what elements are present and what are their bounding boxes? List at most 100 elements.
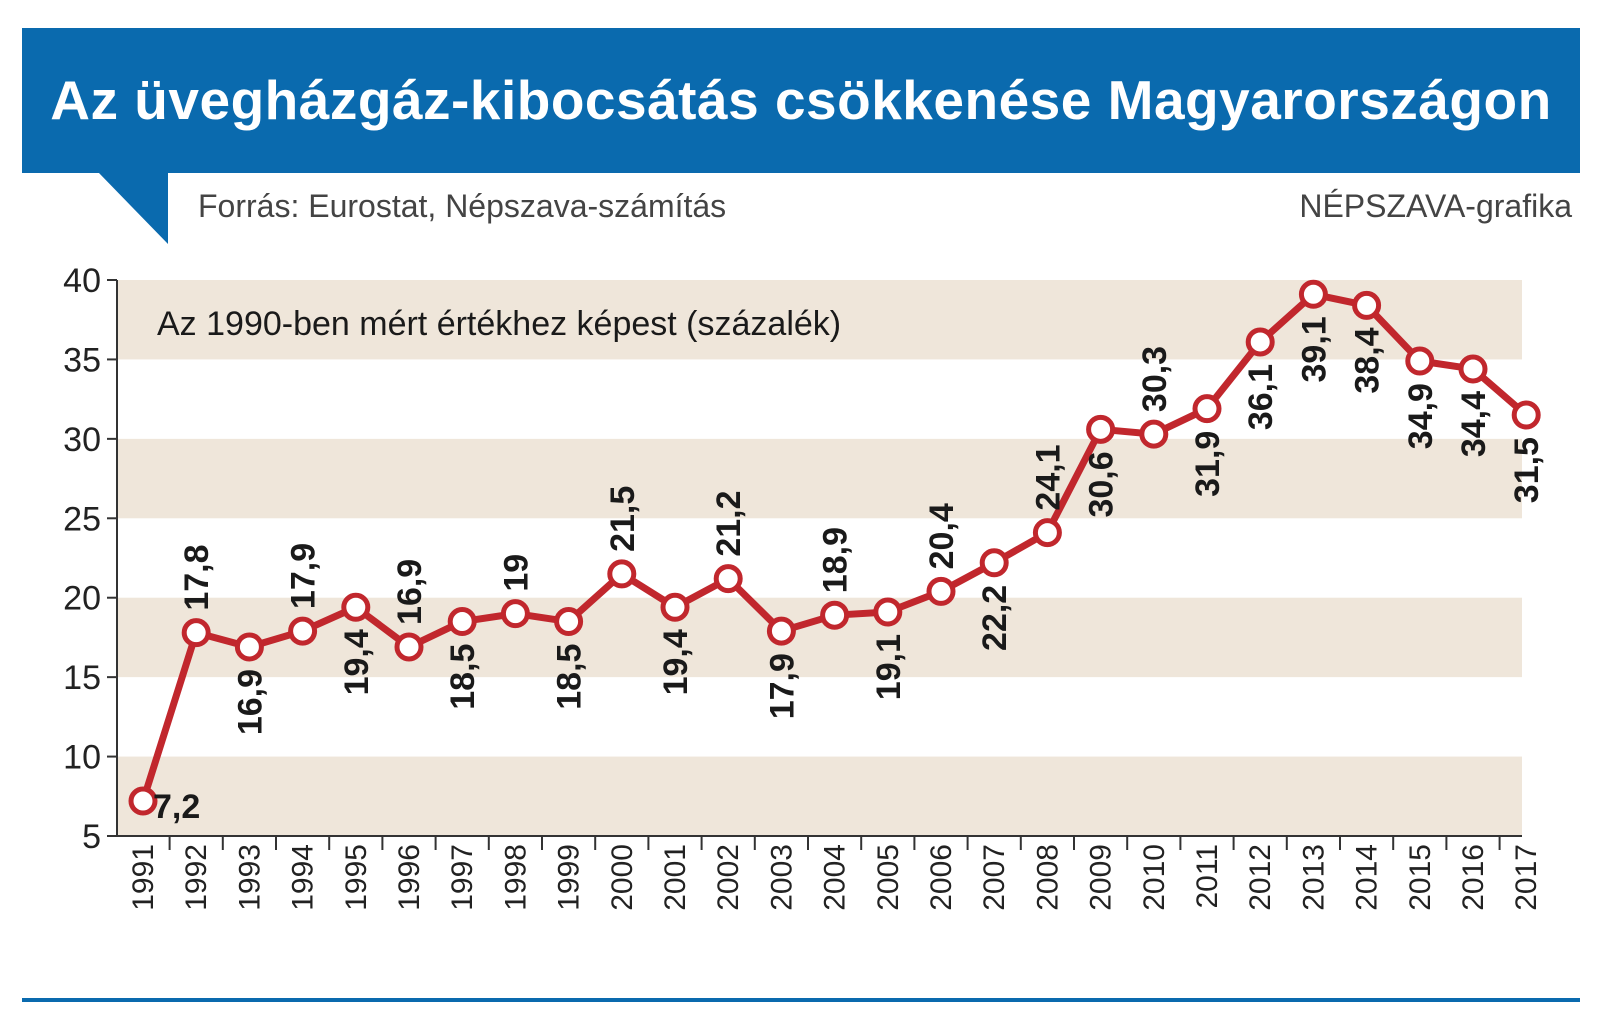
graphic-credit: NÉPSZAVA-grafika (1299, 188, 1572, 224)
tick-labels: 5 10 15 20 25 30 35 40 1991 1992 1993 1994 1995 1996 1… (63, 262, 1543, 911)
data-label-2001: 19,4 (657, 629, 695, 695)
data-label-1991: 7,2 (153, 788, 200, 826)
x-tick-label: 2004 (819, 844, 852, 911)
x-tick-label: 2005 (872, 844, 905, 911)
data-point-2004 (820, 600, 850, 630)
chart-subtitle: Az 1990-ben mért értékhez képest (százal… (157, 305, 841, 343)
band-25-30 (117, 438, 1522, 519)
data-label-1998: 19 (497, 554, 535, 592)
x-tick-label: 2000 (606, 844, 639, 911)
x-tick-label: 2016 (1457, 844, 1490, 911)
x-tick-label: 2015 (1404, 844, 1437, 911)
data-label-1993: 16,9 (231, 669, 269, 735)
data-point-1992 (181, 618, 211, 648)
bottom-rule (22, 998, 1580, 1002)
data-label-2011: 31,9 (1189, 431, 1227, 497)
data-point-2009 (1086, 414, 1116, 444)
data-point-2015 (1405, 346, 1435, 376)
data-label-2007: 22,2 (976, 585, 1014, 651)
x-tick-label: 1999 (553, 844, 586, 911)
data-label-1999: 18,5 (551, 644, 589, 710)
data-point-1994 (288, 616, 318, 646)
data-point-1993 (234, 632, 264, 662)
y-tick-label: 20 (63, 580, 101, 618)
data-point-2002 (713, 564, 743, 594)
x-tick-label: 1997 (446, 844, 479, 911)
y-tick-label: 40 (63, 262, 101, 300)
data-point-2017 (1511, 400, 1541, 430)
data-label-1996: 16,9 (391, 559, 429, 625)
x-tick-label: 2012 (1244, 844, 1277, 911)
data-label-2004: 18,9 (817, 527, 855, 593)
x-tick-label: 1998 (499, 844, 532, 911)
x-tick-label: 2006 (925, 844, 958, 911)
data-point-2006 (926, 576, 956, 606)
x-tick-label: 2003 (765, 844, 798, 911)
data-point-1999 (554, 607, 584, 637)
data-label-2002: 21,2 (710, 490, 748, 556)
x-tick-label: 1996 (393, 844, 426, 911)
data-label-2017: 31,5 (1508, 437, 1546, 503)
axes (107, 279, 1522, 850)
data-point-1991 (128, 786, 158, 816)
data-point-2001 (660, 592, 690, 622)
x-tick-label: 2008 (1031, 844, 1064, 911)
x-tick-label: 1991 (127, 844, 160, 911)
data-label-1997: 18,5 (444, 644, 482, 710)
data-label-2015: 34,9 (1402, 383, 1440, 449)
data-label-2014: 38,4 (1349, 327, 1387, 393)
data-label-1992: 17,8 (178, 544, 216, 610)
data-label-2005: 19,1 (870, 634, 908, 700)
x-tick-label: 1994 (287, 844, 320, 911)
x-tick-label: 1992 (180, 844, 213, 911)
data-label-2013: 39,1 (1295, 316, 1333, 382)
chart-title: Az üvegházgáz-kibocsátás csökkenése Magy… (50, 69, 1552, 131)
data-point-2000 (607, 559, 637, 589)
data-label-2016: 34,4 (1455, 391, 1493, 457)
y-tick-label: 35 (63, 341, 101, 379)
x-tick-label: 2007 (978, 844, 1011, 911)
data-point-1997 (447, 607, 477, 637)
y-tick-label: 5 (82, 818, 101, 856)
data-labels: 7,2 17,8 16,9 17,9 19,4 16,9 18,5 19 18,5 21,5 19,… (153, 316, 1546, 826)
data-point-2011 (1192, 394, 1222, 424)
y-tick-label: 30 (63, 421, 101, 459)
x-tick-label: 2013 (1297, 844, 1330, 911)
data-point-2012 (1245, 327, 1275, 357)
x-tick-label: 2001 (659, 844, 692, 911)
x-tick-label: 2010 (1138, 844, 1171, 911)
line-chart: 5 10 15 20 25 30 35 40 1991 1992 1993 1994 1995 1996 1… (63, 262, 1546, 911)
data-point-1996 (394, 632, 424, 662)
x-tick-label: 2011 (1191, 844, 1224, 909)
data-point-2010 (1139, 419, 1169, 449)
band-15-20 (117, 597, 1522, 678)
band-5-10 (117, 756, 1522, 836)
data-point-1998 (500, 599, 530, 629)
data-label-1994: 17,9 (285, 543, 323, 609)
data-point-2007 (979, 548, 1009, 578)
data-label-2003: 17,9 (763, 653, 801, 719)
source-note: Forrás: Eurostat, Népszava-számítás (198, 188, 727, 224)
data-label-2009: 30,6 (1083, 451, 1121, 517)
title-banner: Az üvegházgáz-kibocsátás csökkenése Magy… (22, 28, 1580, 173)
x-tick-label: 1993 (233, 844, 266, 911)
data-label-1995: 19,4 (338, 629, 376, 695)
y-tick-label: 10 (63, 739, 101, 777)
y-tick-label: 25 (63, 500, 101, 538)
x-tick-label: 2014 (1351, 844, 1384, 911)
data-label-2006: 20,4 (923, 503, 961, 569)
data-label-2010: 30,3 (1136, 346, 1174, 412)
banner-pointer (98, 172, 168, 244)
data-label-2008: 24,1 (1029, 444, 1067, 510)
data-label-2012: 36,1 (1242, 364, 1280, 430)
data-point-2016 (1458, 354, 1488, 384)
data-point-2005 (873, 597, 903, 627)
y-tick-label: 15 (63, 659, 101, 697)
data-point-2008 (1032, 518, 1062, 548)
x-tick-label: 2017 (1510, 844, 1543, 911)
data-point-2014 (1352, 290, 1382, 320)
data-point-2003 (766, 616, 796, 646)
x-tick-label: 1995 (340, 844, 373, 911)
data-label-2000: 21,5 (604, 486, 642, 552)
x-tick-label: 2009 (1085, 844, 1118, 911)
